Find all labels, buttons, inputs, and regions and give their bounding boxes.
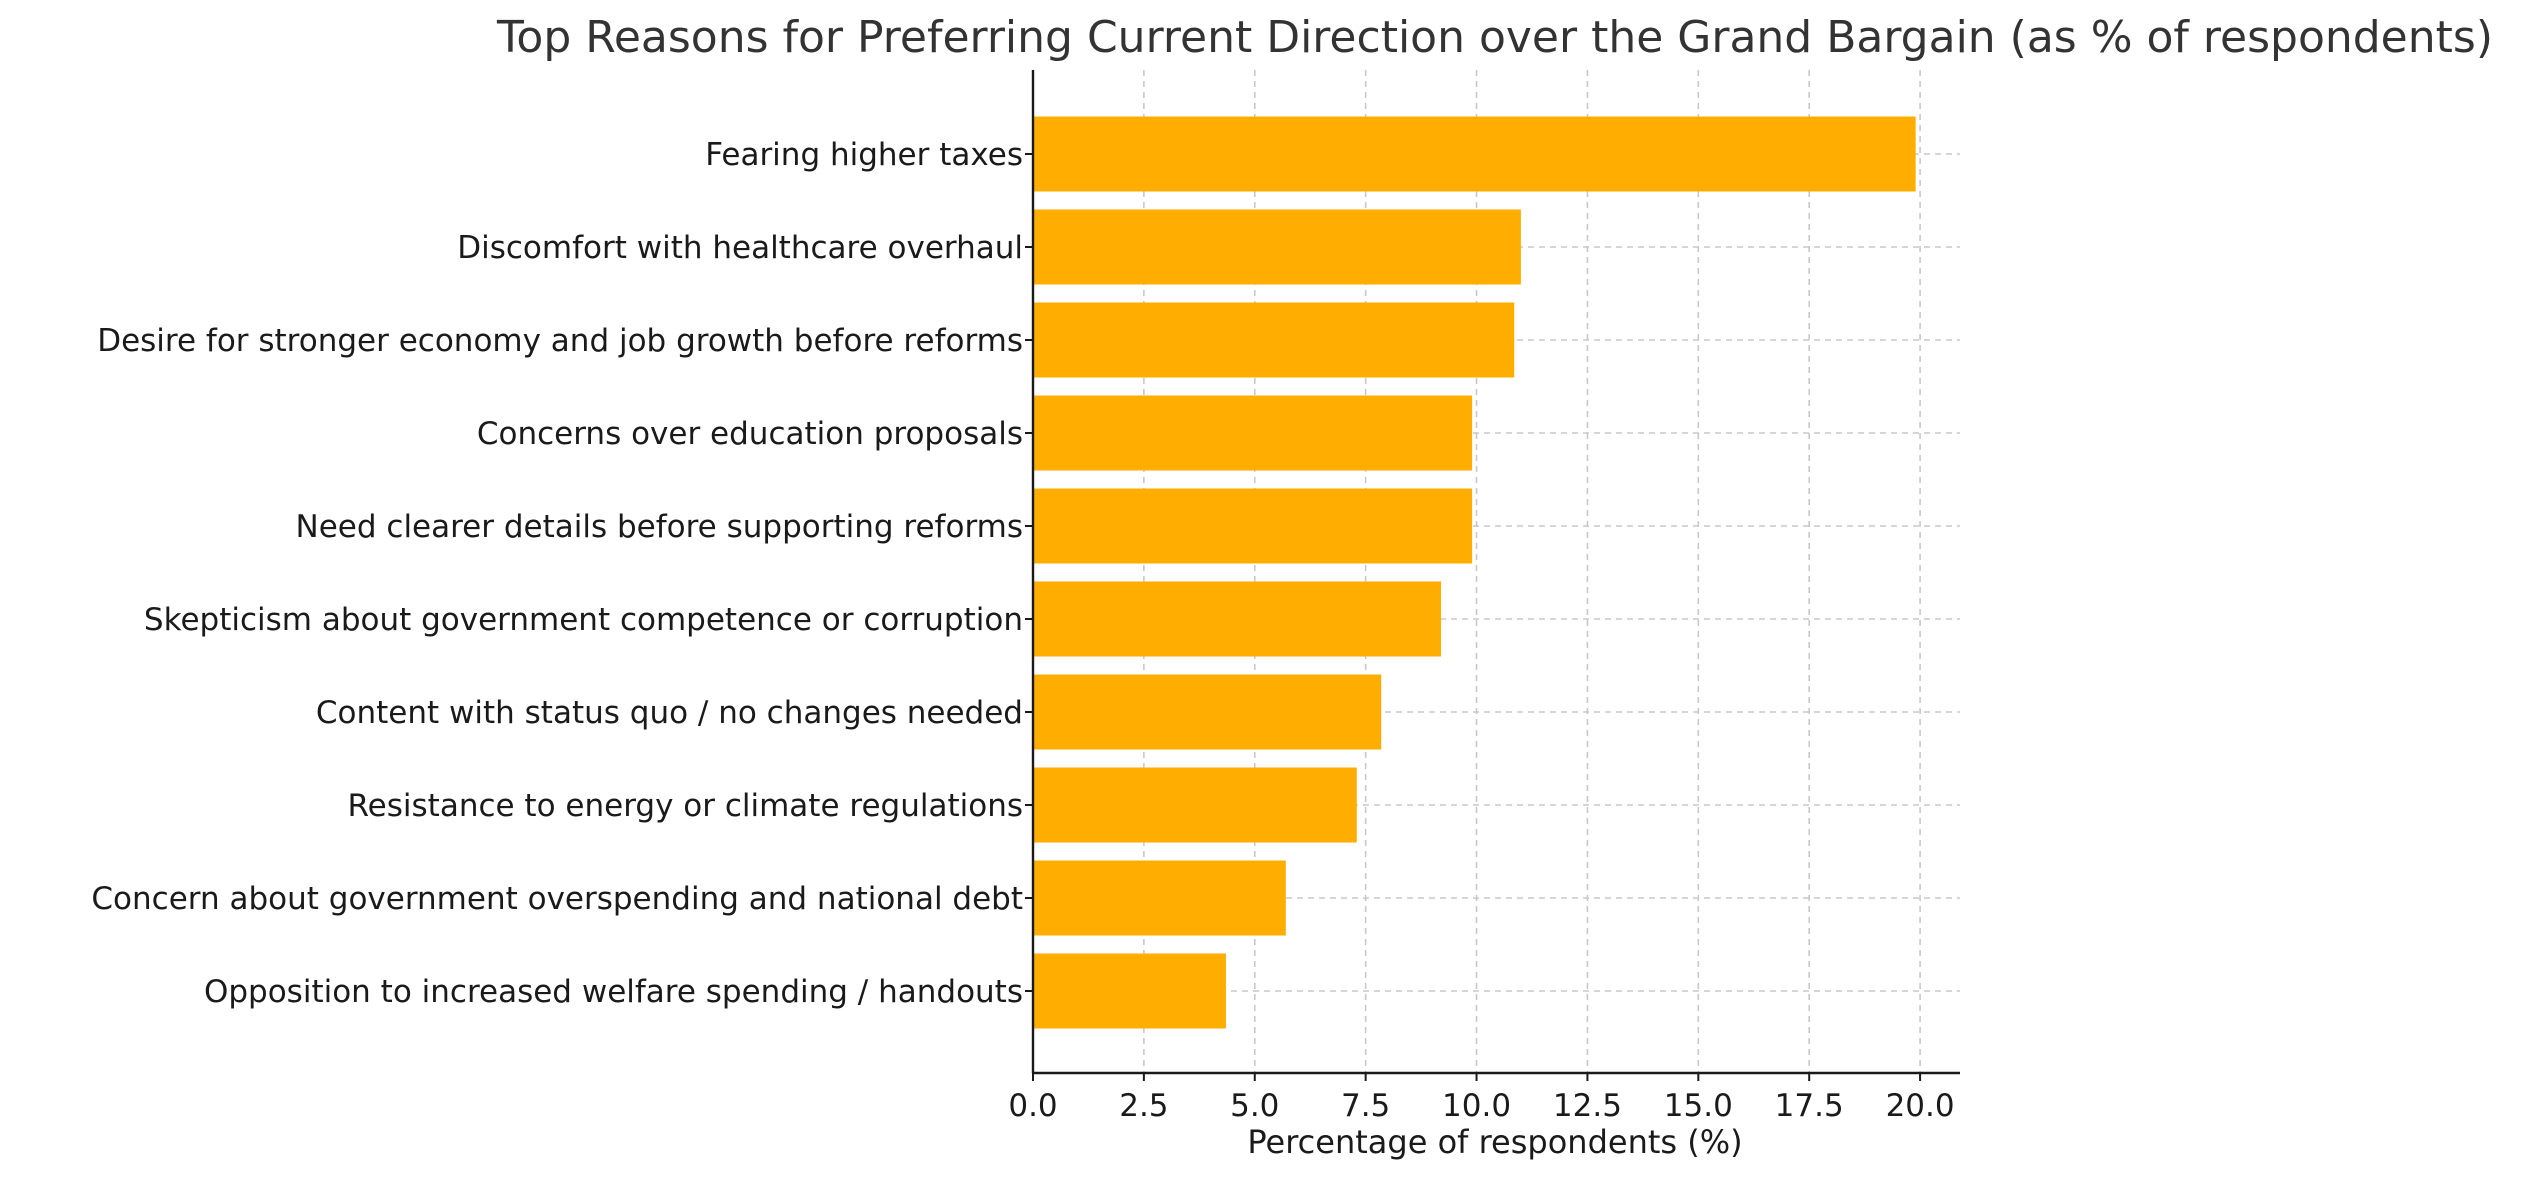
axes <box>1031 70 1960 1075</box>
x-ticks: 0.0 2.5 5.0 7.5 10.0 12.5 15.0 17.5 20.0 <box>1008 153 1955 1124</box>
x-tick-label: 7.5 <box>1341 1088 1390 1124</box>
bar <box>1033 581 1442 657</box>
category-label: Content with status quo / no changes nee… <box>316 695 1023 731</box>
bar <box>1033 953 1226 1029</box>
x-tick-label: 12.5 <box>1553 1088 1622 1124</box>
x-tick-label: 10.0 <box>1442 1088 1511 1124</box>
bar <box>1033 209 1521 285</box>
x-tick-label: 15.0 <box>1664 1088 1733 1124</box>
category-label: Concerns over education proposals <box>477 416 1023 452</box>
chart-title: Top Reasons for Preferring Current Direc… <box>496 12 2493 63</box>
x-axis-label: Percentage of respondents (%) <box>1247 1123 1742 1161</box>
category-label: Resistance to energy or climate regulati… <box>348 788 1023 824</box>
category-label: Skepticism about government competence o… <box>144 602 1023 638</box>
x-tick-label: 5.0 <box>1230 1088 1279 1124</box>
x-tick-label: 20.0 <box>1886 1088 1955 1124</box>
category-label: Need clearer details before supporting r… <box>296 509 1023 545</box>
bar <box>1033 302 1515 378</box>
bar <box>1033 488 1473 564</box>
category-label: Fearing higher taxes <box>705 137 1023 173</box>
bar <box>1033 674 1382 750</box>
x-tick-label: 2.5 <box>1119 1088 1168 1124</box>
bar <box>1033 395 1473 471</box>
bar <box>1033 116 1916 192</box>
category-label: Discomfort with healthcare overhaul <box>457 230 1023 266</box>
category-label: Concern about government overspending an… <box>91 881 1023 917</box>
bars <box>1033 116 1916 1029</box>
x-tick-label: 0.0 <box>1008 1088 1057 1124</box>
category-label: Opposition to increased welfare spending… <box>204 974 1023 1010</box>
bar <box>1033 767 1357 843</box>
x-tick-label: 17.5 <box>1775 1088 1844 1124</box>
category-label: Desire for stronger economy and job grow… <box>97 323 1023 359</box>
category-labels: Fearing higher taxes Discomfort with heal… <box>91 137 1023 1010</box>
bar <box>1033 860 1286 936</box>
